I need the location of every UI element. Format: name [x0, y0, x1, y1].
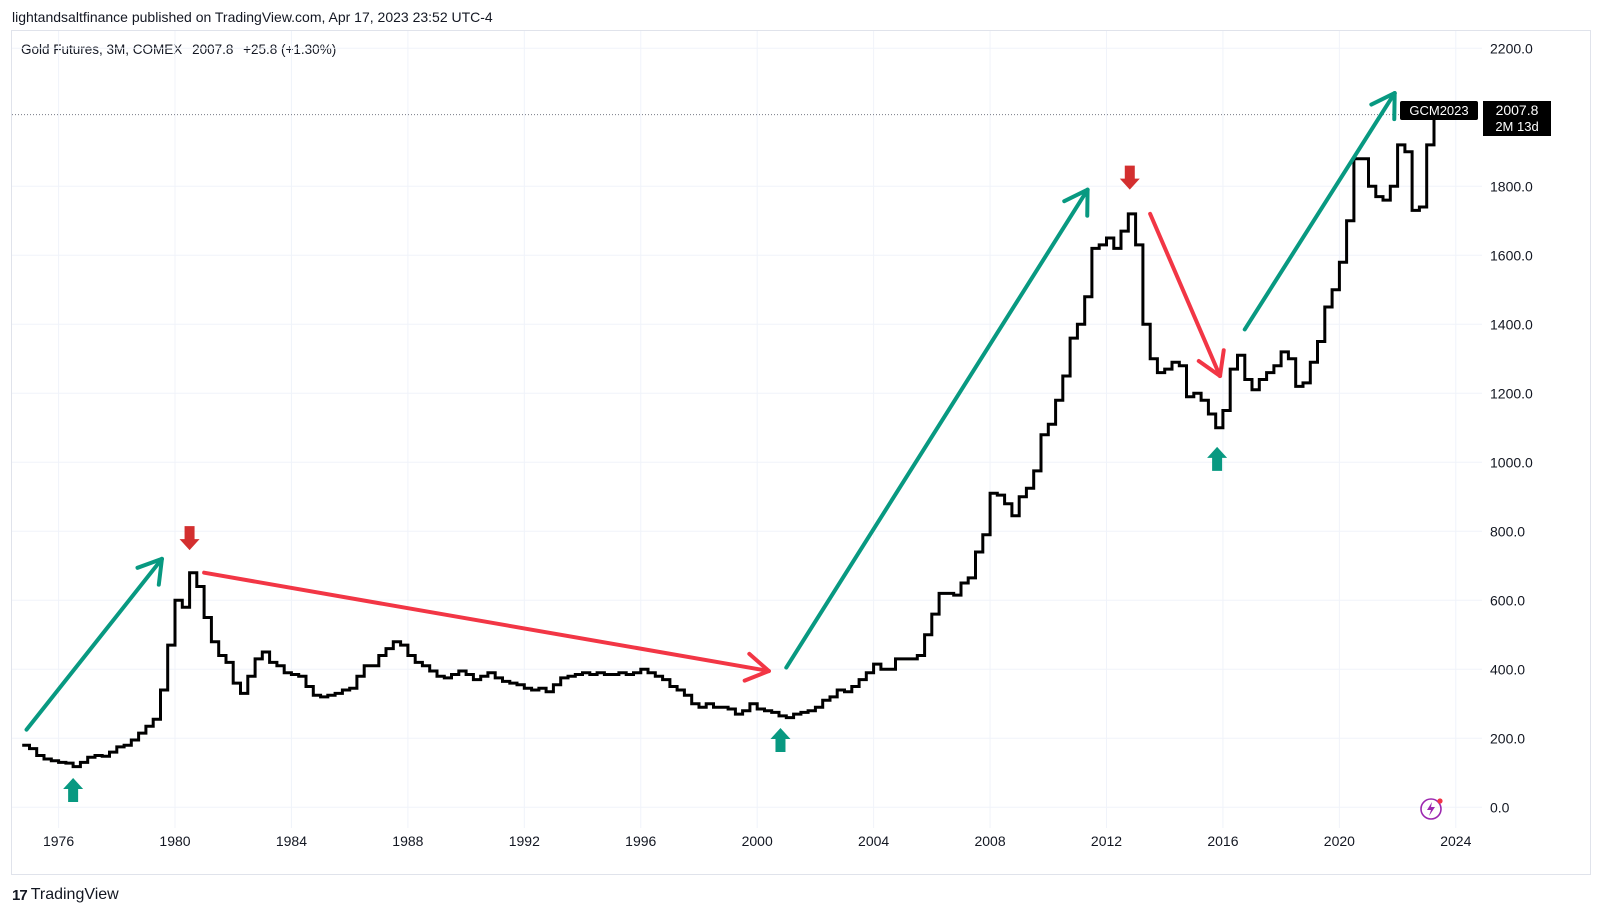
series	[22, 113, 1442, 769]
y-tick-label: 400.0	[1490, 661, 1525, 677]
x-tick-label: 2016	[1207, 833, 1238, 849]
x-tick-label: 1980	[159, 833, 190, 849]
y-tick-label: 1000.0	[1490, 454, 1533, 470]
footer-brand-label: TradingView	[30, 886, 119, 903]
y-tick-label: 1400.0	[1490, 316, 1533, 332]
legend-last-price: 2007.8	[192, 42, 234, 57]
y-tick-label: 1600.0	[1490, 247, 1533, 263]
chart-frame	[11, 30, 1591, 875]
price-tag-bg	[1483, 101, 1551, 136]
x-tick-label: 2000	[742, 833, 773, 849]
y-axis[interactable]: 2200.0 1800.0 1600.0 1400.0 1200.0 1000.0 800.…	[1490, 40, 1533, 815]
annotations	[24, 91, 1397, 803]
turn-marker-up-icon	[770, 728, 791, 753]
trend-arrow-up	[784, 187, 1090, 670]
y-tick-label: 1200.0	[1490, 385, 1533, 401]
trend-arrow-up	[1242, 91, 1397, 332]
tradingview-logo-icon: 17	[12, 886, 28, 904]
x-tick-label: 2020	[1324, 833, 1355, 849]
legend-change: +25.8 (+1.30%)	[243, 42, 337, 57]
y-tick-label: 800.0	[1490, 523, 1525, 539]
trend-arrow-up	[24, 556, 164, 732]
x-tick-label: 1996	[625, 833, 656, 849]
ticker-label: GCM2023	[1409, 103, 1468, 118]
footer-brand[interactable]: 17 TradingView	[12, 886, 119, 904]
x-tick-label: 1984	[276, 833, 307, 849]
y-tick-label: 0.0	[1490, 799, 1510, 815]
trend-arrow-down	[202, 570, 771, 683]
price-tag-countdown: 2M 13d	[1495, 119, 1538, 134]
price-series-line	[22, 113, 1442, 769]
lightning-icon[interactable]	[1420, 798, 1443, 820]
legend-symbol: Gold Futures, 3M, COMEX	[21, 42, 183, 57]
x-tick-label: 1988	[392, 833, 423, 849]
price-tag-value: 2007.8	[1496, 102, 1539, 118]
x-tick-label: 2012	[1091, 833, 1122, 849]
chart-legend[interactable]: Gold Futures, 3M, COMEX 2007.8 +25.8 (+1…	[21, 42, 342, 57]
x-tick-label: 2008	[974, 833, 1005, 849]
trend-arrow-down	[1148, 211, 1226, 379]
x-axis[interactable]: 1976 1980 1984 1988 1992 1996 2000 2004 2008 2012…	[43, 833, 1472, 849]
grid	[12, 31, 1482, 828]
y-tick-label: 2200.0	[1490, 40, 1533, 56]
turn-marker-down-icon	[179, 526, 200, 551]
turn-marker-up-icon	[1207, 446, 1228, 471]
x-tick-label: 1992	[509, 833, 540, 849]
price-label: GCM2023 2007.8 2M 13d	[1400, 101, 1551, 136]
turn-marker-down-icon	[1119, 165, 1140, 190]
y-tick-label: 1800.0	[1490, 178, 1533, 194]
ticker-label-bg	[1400, 101, 1478, 120]
y-tick-label: 600.0	[1490, 592, 1525, 608]
turn-marker-up-icon	[63, 778, 84, 803]
y-tick-label: 200.0	[1490, 730, 1525, 746]
x-tick-label: 2024	[1440, 833, 1471, 849]
x-tick-label: 2004	[858, 833, 889, 849]
x-tick-label: 1976	[43, 833, 74, 849]
publisher-caption: lightandsaltfinance published on Trading…	[12, 9, 493, 25]
